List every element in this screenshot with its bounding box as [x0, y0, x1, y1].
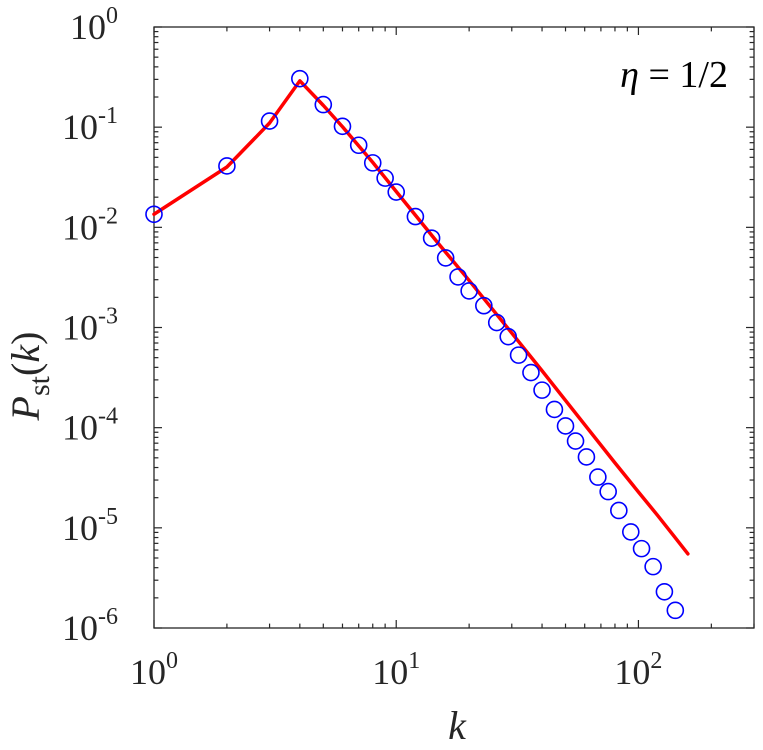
x-tick-label: 100 [130, 648, 178, 692]
data-point [566, 432, 585, 450]
y-label-sub: st [23, 375, 56, 396]
data-point [599, 482, 617, 501]
data-point [644, 557, 662, 576]
y-tick-label: 10-1 [62, 103, 118, 147]
fit-line [152, 79, 690, 556]
data-point [666, 601, 685, 620]
svg-text:Pst(k): Pst(k) [3, 332, 56, 422]
data-point [545, 400, 564, 419]
data-point [349, 136, 368, 155]
data-point [218, 157, 236, 175]
x-tick-label: 101 [372, 648, 420, 692]
y-axis-ticks: 100 10-1 10-2 10-3 10-4 10-5 10-6 [62, 3, 754, 648]
annotation-text: = 1/2 [639, 54, 728, 96]
plot-frame [153, 26, 755, 629]
data-point [260, 112, 279, 130]
y-axis-label: Pst(k) [3, 332, 56, 422]
data-point [422, 229, 441, 247]
y-tick-label: 10-2 [62, 203, 118, 247]
y-tick-label: 100 [70, 3, 118, 47]
data-point [460, 282, 478, 300]
data-point [376, 169, 394, 187]
series-line [152, 79, 690, 556]
y-label-main: P [3, 396, 48, 421]
y-label-arg: k [3, 344, 48, 363]
y-tick-label: 10-5 [62, 504, 118, 548]
data-point [333, 117, 352, 136]
data-point [449, 268, 467, 286]
data-point [610, 501, 628, 520]
data-point [314, 95, 333, 114]
annotation-greek: η [620, 54, 639, 96]
y-tick-label: 10-3 [62, 304, 118, 348]
data-point [509, 346, 528, 364]
data-point [363, 154, 382, 172]
data-point [589, 468, 607, 486]
data-point [406, 207, 425, 226]
data-point [145, 205, 163, 224]
data-point [556, 417, 575, 435]
y-tick-label: 10-4 [62, 404, 118, 448]
data-point [522, 363, 540, 382]
y-label-close-paren: ) [3, 332, 48, 345]
annotation-eta: η = 1/2 [620, 54, 728, 96]
data-point [387, 183, 406, 201]
data-point [291, 69, 309, 88]
data-point [655, 582, 674, 601]
data-point [487, 313, 506, 332]
x-axis-label: k [448, 703, 467, 748]
x-axis-ticks: 100 101 102 [130, 27, 755, 692]
series-markers [145, 69, 685, 620]
x-tick-label: 102 [614, 648, 662, 692]
data-point [621, 523, 640, 541]
y-label-open-paren: ( [3, 363, 48, 376]
data-point [475, 296, 493, 315]
data-point [533, 381, 551, 399]
plot-area [153, 26, 755, 629]
data-point [632, 539, 651, 558]
data-point [499, 327, 518, 346]
y-tick-label: 10-6 [62, 604, 118, 648]
data-point [436, 249, 455, 267]
data-point [577, 448, 596, 466]
